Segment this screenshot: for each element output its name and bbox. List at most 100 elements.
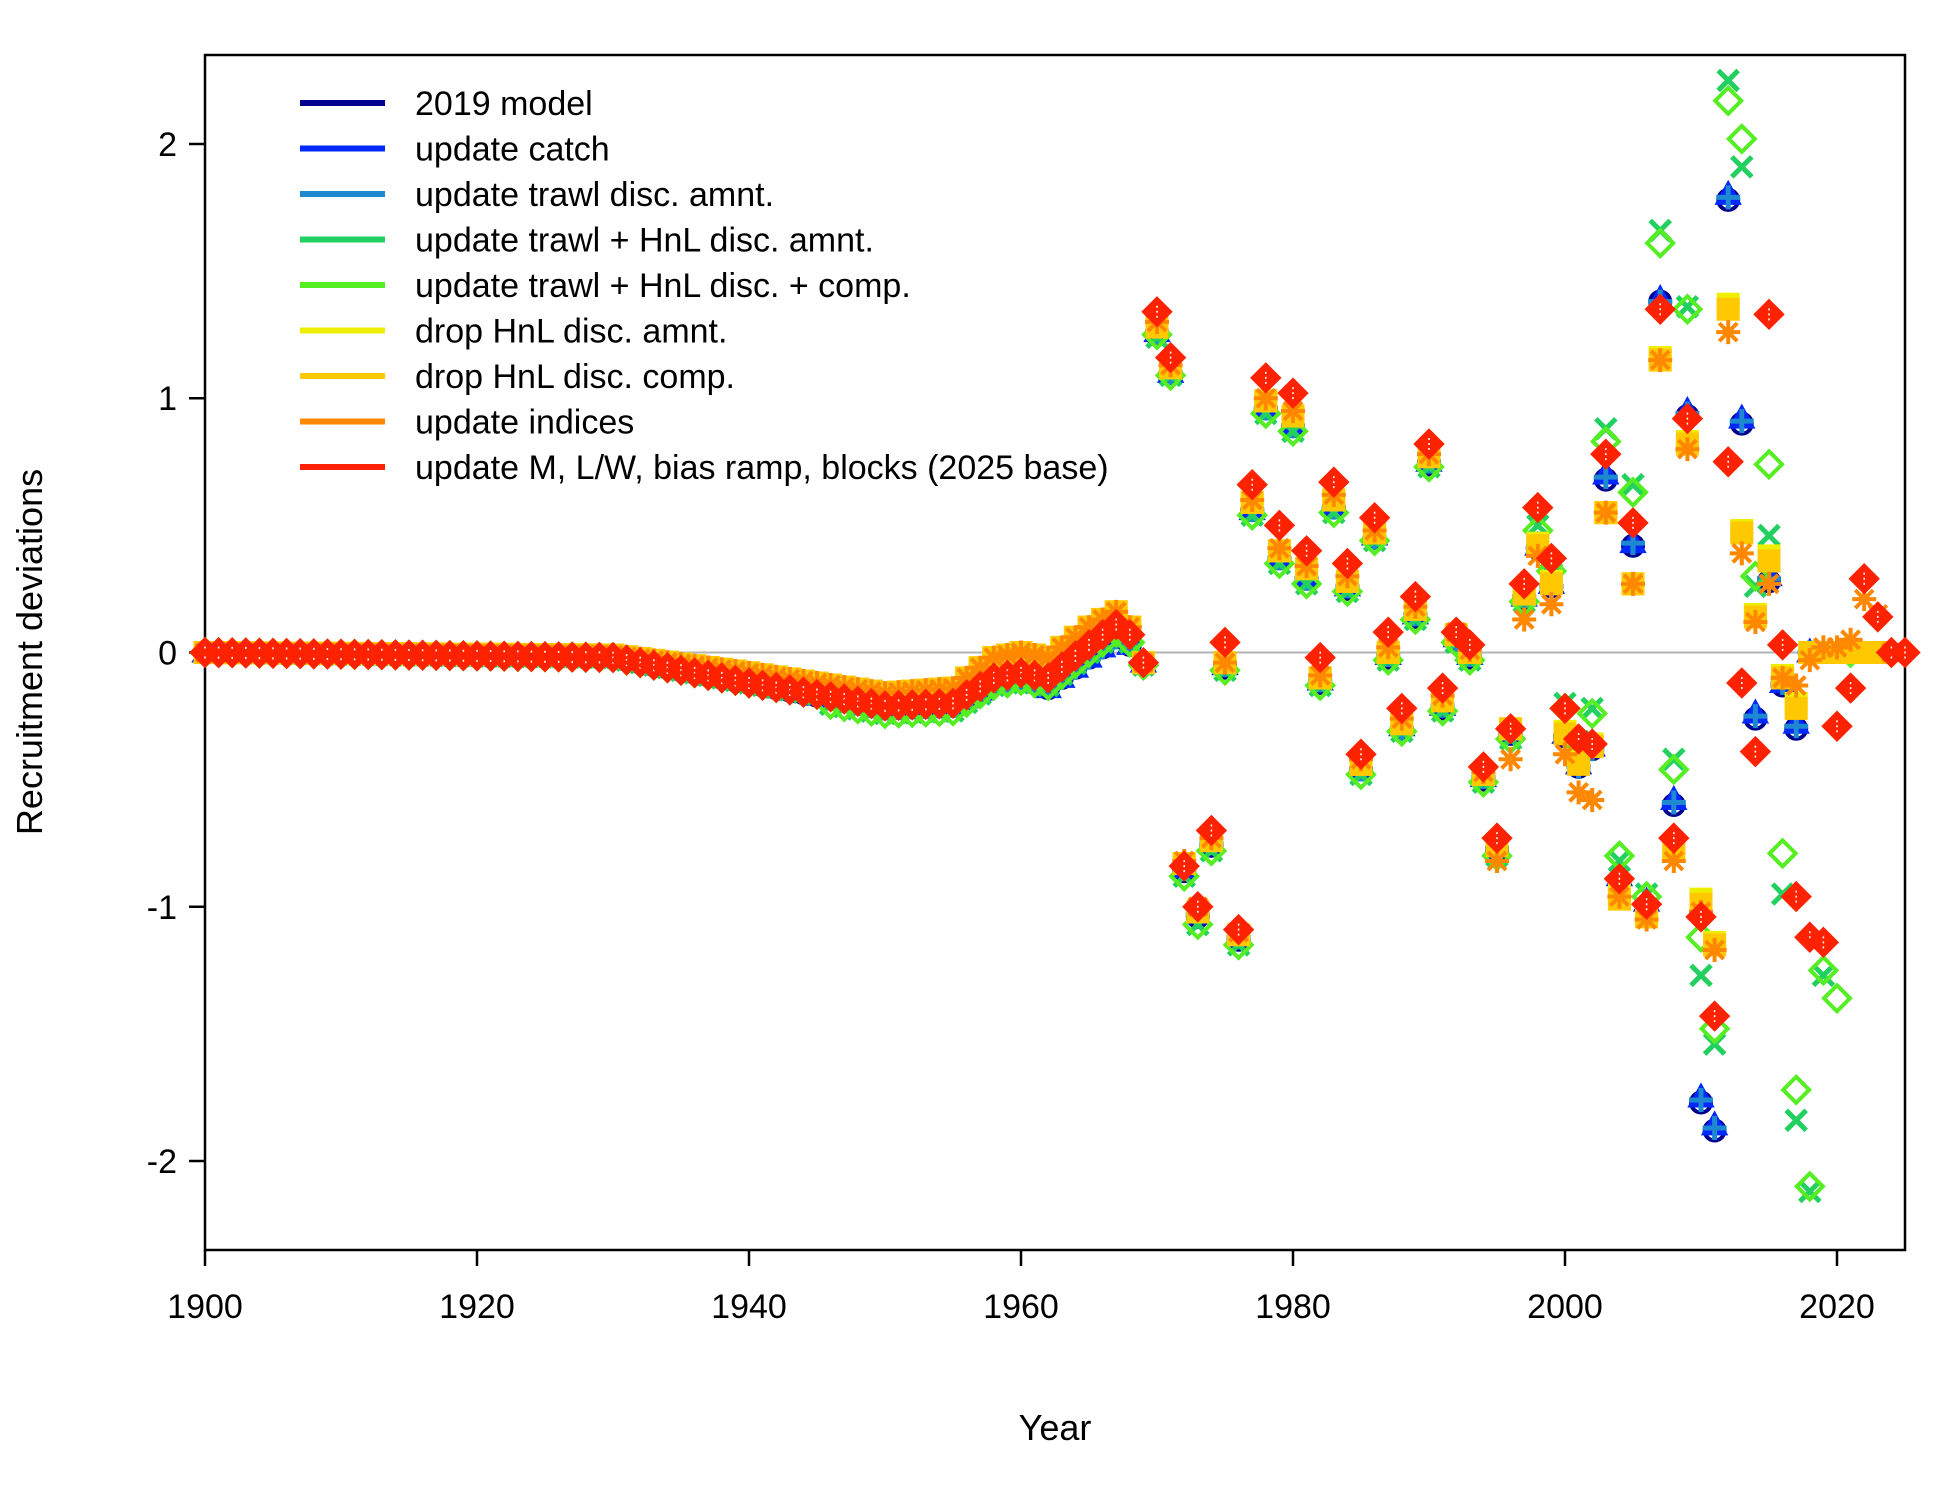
data-point xyxy=(1770,665,1795,690)
y-tick-label: -1 xyxy=(147,889,177,927)
data-point xyxy=(981,645,1006,670)
data-point xyxy=(1036,645,1061,670)
data-point xyxy=(1753,448,1785,481)
data-point xyxy=(1716,185,1741,210)
x-tick-label: 1980 xyxy=(1255,1288,1331,1326)
series-6 xyxy=(193,297,1890,957)
legend-label: update catch xyxy=(415,131,610,169)
data-points xyxy=(189,68,1921,1204)
data-point xyxy=(1566,780,1591,805)
data-point xyxy=(1648,348,1673,373)
data-point xyxy=(1539,572,1563,596)
data-point xyxy=(1661,848,1686,873)
x-tick-label: 1960 xyxy=(983,1288,1059,1326)
data-point xyxy=(1743,704,1768,729)
data-point xyxy=(1022,643,1047,668)
data-point xyxy=(1607,849,1632,873)
data-point xyxy=(1712,84,1745,117)
data-point xyxy=(1793,1170,1826,1203)
x-tick-label: 1940 xyxy=(711,1288,787,1326)
data-point xyxy=(1621,472,1645,497)
x-tick-label: 2020 xyxy=(1799,1288,1875,1326)
data-point xyxy=(1308,663,1333,688)
legend-label: update indices xyxy=(415,404,634,442)
data-point xyxy=(1213,650,1237,675)
data-point xyxy=(1797,648,1822,673)
data-point xyxy=(1757,571,1781,596)
y-tick-label: -2 xyxy=(147,1143,177,1181)
data-point xyxy=(1675,437,1700,462)
data-point xyxy=(1662,747,1686,772)
data-point xyxy=(1702,937,1727,962)
legend-label: update trawl + HnL disc. amnt. xyxy=(415,222,874,260)
data-point xyxy=(1580,696,1604,721)
data-point xyxy=(1784,1108,1808,1133)
legend-label: drop HnL disc. amnt. xyxy=(415,313,727,351)
data-point xyxy=(1525,543,1550,568)
x-axis-label: Year xyxy=(1019,1407,1092,1448)
data-point xyxy=(1743,609,1768,634)
data-point xyxy=(1702,1115,1727,1140)
data-point xyxy=(1281,398,1305,423)
data-point xyxy=(1607,884,1632,909)
data-point xyxy=(1539,592,1564,617)
legend-label: 2019 model xyxy=(415,85,593,123)
data-point xyxy=(1730,521,1754,545)
data-point xyxy=(1716,68,1740,93)
y-tick-label: 2 xyxy=(158,126,177,164)
data-point xyxy=(1671,293,1704,326)
data-point xyxy=(1821,982,1853,1015)
data-point xyxy=(1644,227,1677,259)
data-point xyxy=(1698,1012,1731,1045)
legend-label: drop HnL disc. comp. xyxy=(415,358,735,396)
data-point xyxy=(1661,790,1686,815)
data-point xyxy=(1689,963,1713,988)
data-point xyxy=(1780,1073,1813,1106)
data-point xyxy=(1063,625,1088,650)
data-point xyxy=(1689,1087,1713,1112)
legend-label: update M, L/W, bias ramp, blocks (2025 b… xyxy=(415,449,1109,487)
y-tick-label: 1 xyxy=(158,380,177,418)
y-axis-label: Recruitment deviations xyxy=(9,469,50,835)
legend-label: update trawl + HnL disc. + comp. xyxy=(415,267,911,305)
data-point xyxy=(1757,523,1781,548)
data-point xyxy=(1485,848,1509,873)
data-point xyxy=(1077,615,1101,640)
data-point xyxy=(1009,640,1033,665)
data-point xyxy=(1512,607,1537,632)
data-point xyxy=(1766,837,1799,870)
data-point xyxy=(1825,635,1849,660)
data-point xyxy=(1757,549,1781,573)
data-point xyxy=(1725,123,1758,155)
x-tick-label: 1920 xyxy=(439,1288,515,1326)
data-point xyxy=(1729,409,1754,434)
data-point xyxy=(1621,571,1645,596)
data-point xyxy=(1716,297,1740,321)
data-point xyxy=(1852,587,1877,612)
data-point xyxy=(1784,673,1809,698)
y-tick-label: 0 xyxy=(158,635,177,673)
data-point xyxy=(968,655,993,680)
data-point xyxy=(1498,747,1523,772)
data-point xyxy=(1716,320,1741,345)
data-point xyxy=(1730,155,1754,179)
data-point xyxy=(1593,500,1618,525)
legend-label: update trawl disc. amnt. xyxy=(415,176,774,214)
data-point xyxy=(1617,476,1649,509)
data-point xyxy=(1580,787,1605,812)
x-tick-label: 2000 xyxy=(1527,1288,1603,1326)
data-point xyxy=(1811,963,1836,988)
data-point xyxy=(1576,697,1609,730)
data-point xyxy=(1838,627,1863,652)
data-point xyxy=(1253,386,1278,411)
data-point xyxy=(1784,696,1808,720)
data-point xyxy=(1811,635,1836,660)
data-point xyxy=(995,643,1020,668)
series-8 xyxy=(189,293,1921,1032)
x-tick-label: 1900 xyxy=(167,1288,243,1326)
data-point xyxy=(1553,742,1577,767)
legend: 2019 model update catch update trawl disc.… xyxy=(300,85,1109,487)
data-point xyxy=(1657,753,1690,786)
data-point xyxy=(954,665,979,690)
